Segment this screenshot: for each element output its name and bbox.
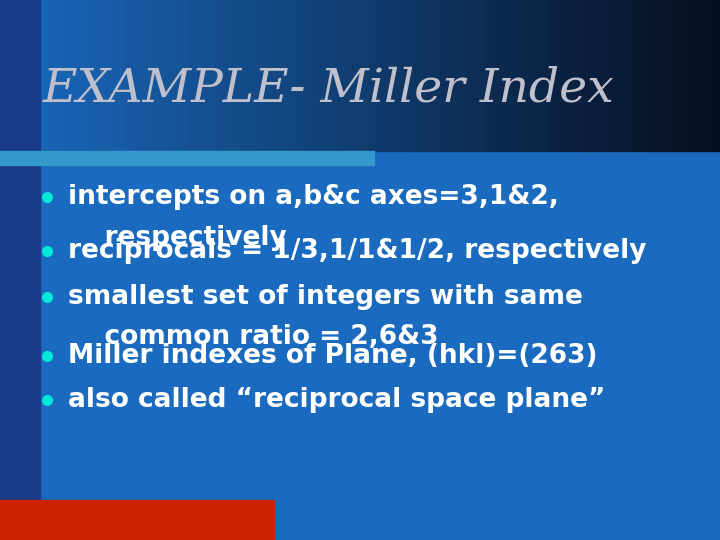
Bar	[693, 0, 702, 151]
Bar	[117, 0, 126, 151]
Bar	[675, 0, 684, 151]
Bar	[639, 0, 648, 151]
Bar	[45, 0, 54, 151]
Bar	[99, 0, 108, 151]
Bar	[198, 0, 207, 151]
Bar	[360, 0, 369, 151]
Bar	[297, 0, 306, 151]
Text: respectively: respectively	[68, 225, 287, 251]
Bar	[459, 0, 468, 151]
Text: also called “reciprocal space plane”: also called “reciprocal space plane”	[68, 387, 606, 413]
Bar	[0, 151, 374, 165]
Bar	[180, 0, 189, 151]
Bar	[612, 0, 621, 151]
Bar	[378, 0, 387, 151]
Bar	[396, 0, 405, 151]
Bar	[171, 0, 180, 151]
Bar	[324, 0, 333, 151]
Bar	[27, 0, 36, 151]
Bar	[450, 0, 459, 151]
Bar	[576, 0, 585, 151]
Bar	[135, 0, 144, 151]
Bar	[432, 0, 441, 151]
Bar	[153, 0, 162, 151]
Bar	[207, 0, 216, 151]
Text: EXAMPLE- Miller Index: EXAMPLE- Miller Index	[43, 66, 615, 112]
Bar	[540, 0, 549, 151]
Bar	[504, 0, 513, 151]
Bar	[621, 0, 630, 151]
Bar	[0, 0, 9, 151]
Bar	[0, 0, 40, 540]
Bar	[657, 0, 666, 151]
Bar	[603, 0, 612, 151]
Bar	[288, 0, 297, 151]
Bar	[216, 0, 225, 151]
Bar	[585, 0, 594, 151]
Bar	[108, 0, 117, 151]
Bar	[702, 0, 711, 151]
Text: intercepts on a,b&c axes=3,1&2,: intercepts on a,b&c axes=3,1&2,	[68, 184, 559, 210]
Bar	[0, 500, 274, 540]
Bar	[90, 0, 99, 151]
Bar	[243, 0, 252, 151]
Bar	[342, 0, 351, 151]
Bar	[648, 0, 657, 151]
Bar	[513, 0, 522, 151]
Bar	[522, 0, 531, 151]
Bar	[144, 0, 153, 151]
Text: common ratio = 2,6&3: common ratio = 2,6&3	[68, 325, 439, 350]
Bar	[81, 0, 90, 151]
Bar	[423, 0, 432, 151]
Bar	[315, 0, 324, 151]
Bar	[126, 0, 135, 151]
Bar	[711, 0, 720, 151]
Bar	[54, 0, 63, 151]
Bar	[549, 0, 558, 151]
Text: Miller indexes of Plane, (hkl)=(263): Miller indexes of Plane, (hkl)=(263)	[68, 343, 598, 369]
Bar	[225, 0, 234, 151]
Bar	[261, 0, 270, 151]
Bar	[387, 0, 396, 151]
Text: reciprocals = 1/3,1/1&1/2, respectively: reciprocals = 1/3,1/1&1/2, respectively	[68, 238, 647, 264]
Bar	[162, 0, 171, 151]
Bar	[72, 0, 81, 151]
Bar	[252, 0, 261, 151]
Bar	[63, 0, 72, 151]
Bar	[189, 0, 198, 151]
Bar	[558, 0, 567, 151]
Bar	[441, 0, 450, 151]
Bar	[531, 0, 540, 151]
Bar	[666, 0, 675, 151]
Bar	[369, 0, 378, 151]
Bar	[477, 0, 486, 151]
Bar	[234, 0, 243, 151]
Bar	[414, 0, 423, 151]
Bar	[468, 0, 477, 151]
Bar	[567, 0, 576, 151]
Bar	[594, 0, 603, 151]
Bar	[306, 0, 315, 151]
Bar	[351, 0, 360, 151]
Bar	[18, 0, 27, 151]
Text: smallest set of integers with same: smallest set of integers with same	[68, 284, 583, 310]
Bar	[405, 0, 414, 151]
Bar	[333, 0, 342, 151]
Bar	[630, 0, 639, 151]
Bar	[684, 0, 693, 151]
Bar	[9, 0, 18, 151]
Bar	[486, 0, 495, 151]
Bar	[279, 0, 288, 151]
Bar	[36, 0, 45, 151]
Bar	[270, 0, 279, 151]
Bar	[495, 0, 504, 151]
